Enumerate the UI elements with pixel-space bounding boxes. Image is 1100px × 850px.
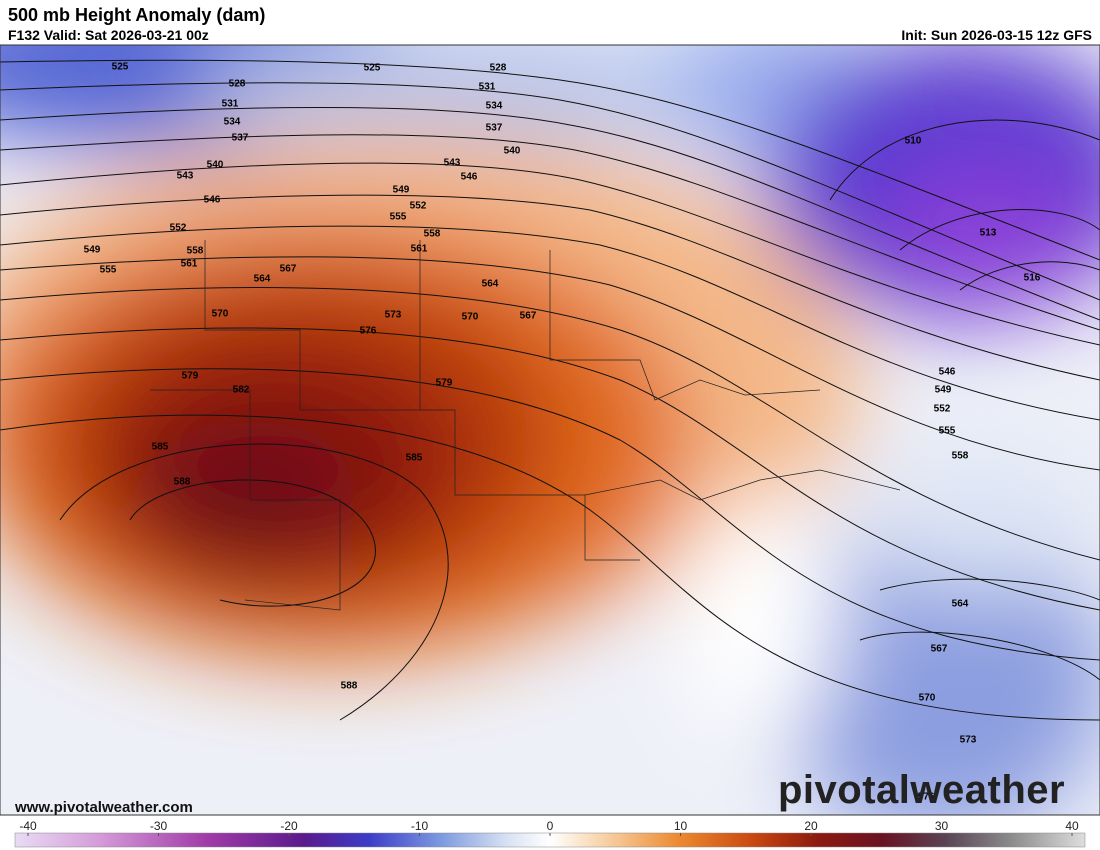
colorbar-ticks: -40 -30 -20 -10 0 10 20 30 40 [19, 819, 1079, 836]
contour-label: 525 [364, 63, 381, 74]
contour-label: 549 [84, 245, 101, 256]
contour-label: 564 [254, 274, 271, 285]
contour-label: 531 [479, 82, 496, 93]
contour-label: 579 [182, 371, 199, 382]
colorbar-tick-label: 10 [674, 819, 688, 833]
contour-label: 573 [960, 735, 977, 746]
contour-label: 510 [905, 136, 922, 147]
contour-label: 549 [935, 385, 952, 396]
contour-label: 585 [152, 442, 169, 453]
contour-label: 546 [939, 367, 956, 378]
contour-label: 540 [207, 160, 224, 171]
contour-label: 564 [952, 599, 969, 610]
contour-label: 561 [411, 244, 428, 255]
contour-label: 528 [229, 79, 246, 90]
contour-label: 543 [177, 171, 194, 182]
colorbar-tick-label: 20 [804, 819, 818, 833]
contour-label: 567 [520, 311, 537, 322]
contour-label: 534 [486, 101, 503, 112]
valid-time: F132 Valid: Sat 2026-03-21 00z [8, 27, 209, 43]
website: www.pivotalweather.com [14, 799, 193, 816]
contour-label: 546 [461, 172, 478, 183]
contour-label: 531 [222, 99, 239, 110]
contour-label: 555 [390, 212, 407, 223]
contour-label: 558 [952, 451, 969, 462]
contour-label: 552 [170, 223, 187, 234]
colorbar-tick-label: -40 [19, 819, 37, 833]
contour-label: 534 [224, 117, 241, 128]
colorbar-tick-label: -30 [150, 819, 168, 833]
contour-label: 564 [482, 279, 499, 290]
contour-label: 567 [931, 644, 948, 655]
contour-label: 546 [204, 195, 221, 206]
contour-label: 537 [486, 123, 503, 134]
contour-label: 576 [360, 326, 377, 337]
contour-label: 516 [1024, 273, 1041, 284]
colorbar-tick-label: 30 [935, 819, 949, 833]
map-frame [0, 44, 1100, 816]
contour-label: 552 [410, 201, 427, 212]
contour-label: 528 [490, 63, 507, 74]
contour-label: 549 [393, 185, 410, 196]
contours [0, 59, 1100, 721]
contour-label: 588 [174, 477, 191, 488]
contour-label: 579 [436, 378, 453, 389]
contour-label: 567 [280, 264, 297, 275]
contour-label: 576 [918, 792, 935, 803]
contour-label: 543 [444, 158, 461, 169]
contour-label: 570 [919, 693, 936, 704]
logo: pivotalweather [778, 768, 1065, 812]
contour-label: 555 [100, 265, 117, 276]
contour-label: 582 [233, 385, 250, 396]
colorbar-tick-label: -20 [280, 819, 298, 833]
contour-label: 588 [341, 681, 358, 692]
init-time: Init: Sun 2026-03-15 12z GFS [901, 27, 1092, 43]
contour-label: 537 [232, 133, 249, 144]
contour-label: 570 [462, 312, 479, 323]
contour-label: 585 [406, 453, 423, 464]
contour-label: 558 [187, 246, 204, 257]
contour-label: 558 [424, 229, 441, 240]
borders [150, 240, 901, 611]
colorbar-tick-label: -10 [411, 819, 429, 833]
contour-label: 570 [212, 309, 229, 320]
contour-label: 513 [980, 228, 997, 239]
map-title: 500 mb Height Anomaly (dam) [8, 5, 266, 25]
contour-label: 573 [385, 310, 402, 321]
colorbar-tick-label: 40 [1065, 819, 1079, 833]
contour-label: 540 [504, 146, 521, 157]
contour-label: 552 [934, 404, 951, 415]
contour-label: 525 [112, 62, 129, 73]
contour-label: 555 [939, 426, 956, 437]
contour-label: 561 [181, 259, 198, 270]
colorbar-tick-label: 0 [547, 819, 554, 833]
